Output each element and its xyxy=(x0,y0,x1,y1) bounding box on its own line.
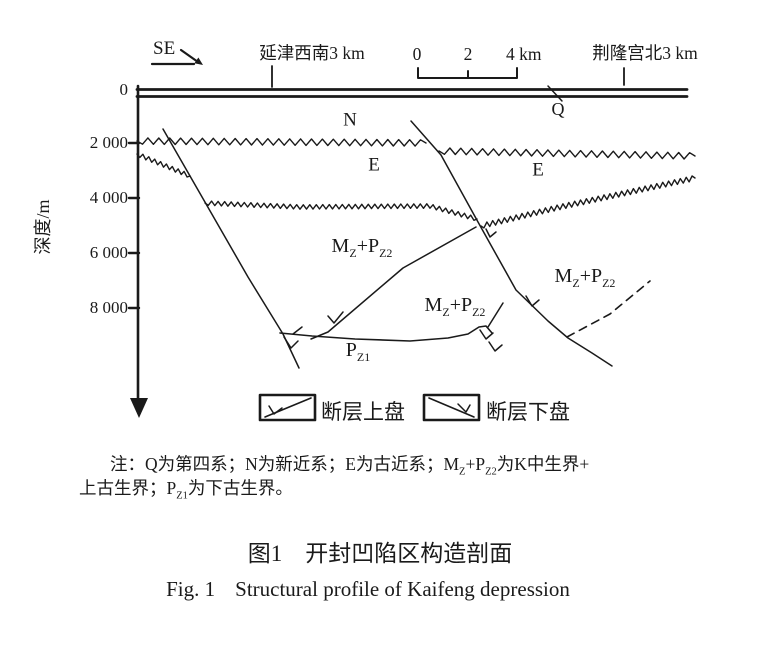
e-base-boundary-right xyxy=(480,175,696,229)
pz1-top-boundary xyxy=(279,325,493,342)
pz2-sub: Z2 xyxy=(379,246,393,260)
figure-number-en: Fig. 1 xyxy=(166,577,216,601)
scale-tick-2: 2 xyxy=(463,44,473,64)
mz-sub: Z xyxy=(572,276,580,290)
se-arrow-shaft xyxy=(179,48,200,64)
legend-box-footwall xyxy=(422,393,481,422)
slip-mark-icon xyxy=(488,341,503,352)
note-sub: Z1 xyxy=(176,490,188,502)
n-e-boundary-left xyxy=(136,137,427,147)
pz-text: +P xyxy=(449,294,473,316)
orientation-label: SE xyxy=(153,38,176,59)
fault-line-minor xyxy=(487,302,504,328)
legend-box-hanging-wall xyxy=(258,393,317,422)
slip-mark-icon xyxy=(283,336,299,349)
depth-axis-ticks xyxy=(127,141,141,310)
legend-label-hanging-wall: 断层上盘 xyxy=(321,400,405,424)
stratum-label-mz-pz2-east: MZ+PZ2 xyxy=(554,265,616,289)
figure-caption-zh: 图1 开封凹陷区构造剖面 xyxy=(247,541,513,566)
legend-footwall-fault-icon xyxy=(428,397,475,418)
depth-tick-4000: 4 000 xyxy=(89,188,128,207)
pz2-sub: Z2 xyxy=(602,276,616,290)
note-sub: Z xyxy=(459,466,466,478)
pz-text: +P xyxy=(356,235,380,257)
scale-tick-4km: 4 km xyxy=(506,44,542,64)
legend-hanging-wall-arrow-icon xyxy=(268,405,283,415)
mz-text: M xyxy=(554,265,573,287)
note-text: 为下古生界。 xyxy=(187,478,293,498)
mz-sub: Z xyxy=(442,305,450,319)
note-line-1: 注：Q为第四系；N为新近系；E为古近系；MZ+PZ2为K中生界+ xyxy=(110,451,590,478)
stratum-label-e-right: E xyxy=(532,159,544,181)
fault-slip-marks xyxy=(283,228,540,352)
stratum-label-mz-pz2-middle: MZ+PZ2 xyxy=(424,294,486,318)
stratum-label-n: N xyxy=(343,109,357,131)
e-base-boundary-far-left xyxy=(136,153,191,178)
note-text: 上古生界；P xyxy=(79,478,177,498)
pz-text: +P xyxy=(579,265,603,287)
scale-bar xyxy=(417,67,518,79)
figure-title-en: Structural profile of Kaifeng depression xyxy=(235,577,570,601)
slip-mark-icon xyxy=(479,329,494,340)
stratum-label-q: Q xyxy=(551,99,565,119)
depth-axis-title: 深度/m xyxy=(33,199,53,255)
note-text: 为K中生界+ xyxy=(496,454,590,474)
slip-mark-icon xyxy=(485,228,497,238)
note-text: +P xyxy=(465,454,486,474)
legend-label-footwall: 断层下盘 xyxy=(486,400,570,424)
fault-line-west xyxy=(162,128,300,369)
stratum-label-mz-pz2-west: MZ+PZ2 xyxy=(331,235,393,259)
note-text: 注：Q为第四系；N为新近系；E为古近系；M xyxy=(110,454,460,474)
depth-tick-0: 0 xyxy=(119,80,129,99)
note-sub: Z2 xyxy=(485,466,497,478)
depth-tick-8000: 8 000 xyxy=(89,298,128,317)
slip-mark-icon xyxy=(292,326,303,335)
p-text: P xyxy=(345,339,357,361)
mz-text: M xyxy=(424,294,443,316)
pz1-top-boundary-dashed xyxy=(566,280,651,338)
n-e-boundary-right xyxy=(438,147,696,160)
left-location-label: 延津西南3 km xyxy=(259,43,365,63)
q-label-tick xyxy=(547,85,563,102)
stratum-label-pz1: PZ1 xyxy=(345,339,370,363)
e-base-boundary-middle xyxy=(204,200,478,221)
slip-mark-icon xyxy=(525,295,540,307)
depth-tick-2000: 2 000 xyxy=(89,133,128,152)
note-line-2: 上古生界；PZ1为下古生界。 xyxy=(79,475,293,502)
se-arrowhead-icon xyxy=(194,57,203,65)
slip-mark-icon xyxy=(327,311,344,324)
mz-text: M xyxy=(331,235,350,257)
z1-sub: Z1 xyxy=(356,350,371,364)
mz-sub: Z xyxy=(349,246,357,260)
stratum-label-e-left: E xyxy=(368,154,380,176)
scale-tick-0: 0 xyxy=(412,44,422,64)
depth-tick-6000: 6 000 xyxy=(89,243,128,262)
legend-footwall-arrow-icon xyxy=(457,403,471,413)
right-location-label: 荆隆宫北3 km xyxy=(592,43,698,63)
figure-caption-en: Fig. 1 Structural profile of Kaifeng depr… xyxy=(166,577,570,602)
depth-axis-arrowhead-icon xyxy=(130,398,148,418)
legend-hanging-wall-fault-icon xyxy=(264,397,312,418)
fault-line-antithetic xyxy=(310,226,477,340)
pz2-sub: Z2 xyxy=(472,305,486,319)
